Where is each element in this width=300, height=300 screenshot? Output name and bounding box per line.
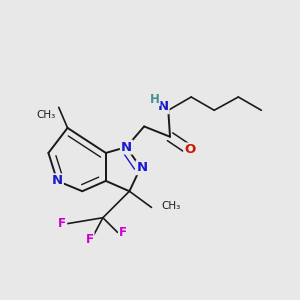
Text: N: N bbox=[121, 141, 132, 154]
Text: H: H bbox=[150, 93, 160, 106]
Text: F: F bbox=[85, 233, 94, 246]
Text: CH₃: CH₃ bbox=[37, 110, 56, 120]
Text: CH₃: CH₃ bbox=[161, 201, 180, 211]
Text: F: F bbox=[58, 217, 66, 230]
Text: O: O bbox=[184, 143, 195, 157]
Text: N: N bbox=[158, 100, 169, 113]
Text: N: N bbox=[136, 161, 148, 174]
Text: F: F bbox=[119, 226, 127, 239]
Text: N: N bbox=[52, 174, 63, 188]
